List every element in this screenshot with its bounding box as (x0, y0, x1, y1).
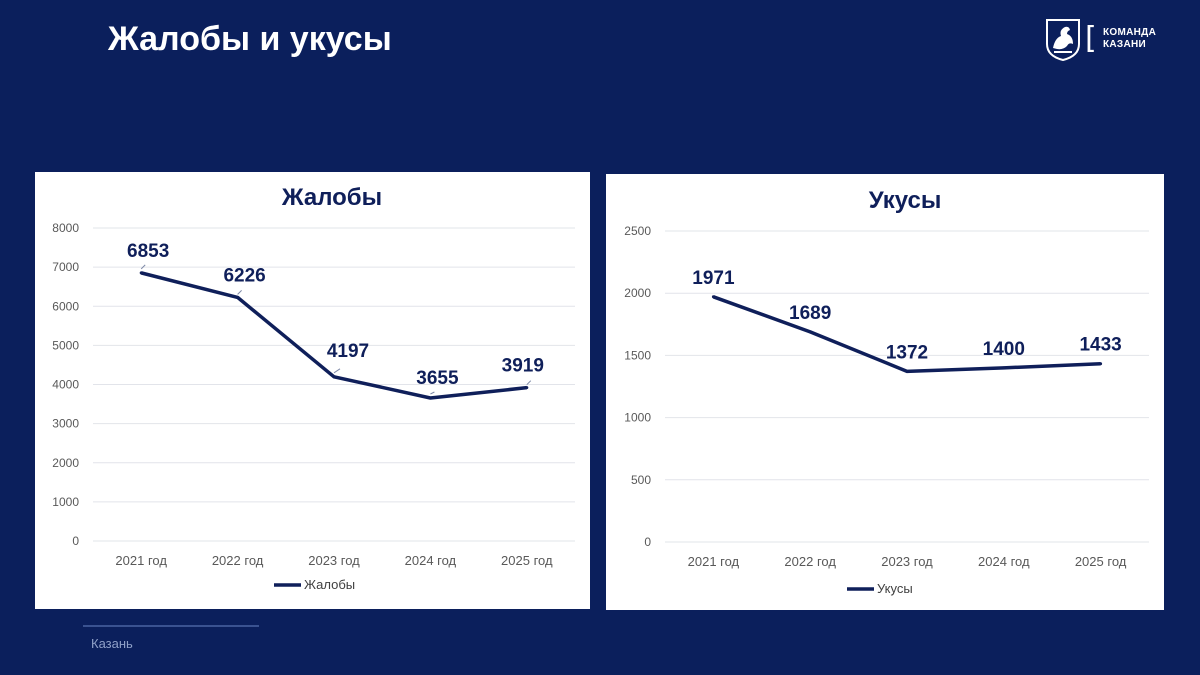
data-label: 1372 (886, 342, 928, 363)
y-tick-label: 2000 (624, 286, 651, 300)
x-tick-label: 2023 год (881, 554, 933, 569)
data-label-callout (333, 368, 341, 374)
y-tick-label: 5000 (52, 338, 79, 352)
data-label: 6226 (223, 265, 265, 286)
logo-text: КОМАНДА КАЗАНИ (1103, 27, 1156, 51)
y-tick-label: 1000 (52, 495, 79, 509)
legend-label: Укусы (877, 581, 913, 596)
x-tick-label: 2021 год (688, 554, 740, 569)
y-tick-label: 1500 (624, 348, 651, 362)
y-tick-label: 0 (72, 534, 79, 548)
page-title: Жалобы и укусы (108, 20, 392, 58)
series-line (140, 271, 527, 400)
y-tick-label: 3000 (52, 417, 79, 431)
x-tick-label: 2025 год (1075, 554, 1127, 569)
x-tick-label: 2025 год (501, 553, 553, 568)
y-tick-label: 500 (631, 473, 651, 487)
data-label: 1400 (983, 339, 1025, 360)
data-label-callout (526, 380, 532, 386)
data-point (905, 369, 909, 373)
data-label-callout (140, 264, 146, 270)
data-label-callout (430, 391, 435, 395)
y-tick-label: 0 (644, 535, 651, 549)
chart-complaints: Жалобы 0 1000 2000 3000 4000 5000 6000 7000 8000 2… (52, 184, 575, 592)
chart-bites: Укусы 0 500 1000 1500 2000 2500 2021 год 2022 го… (624, 187, 1149, 596)
logo-line-1: КОМАНДА (1103, 27, 1157, 38)
x-tick-label: 2022 год (784, 554, 836, 569)
chart-panel-complaints: Жалобы 0 1000 2000 3000 4000 5000 6000 7000 8000 2… (35, 172, 590, 609)
footer-city: Казань (91, 636, 133, 651)
data-point (808, 330, 812, 334)
chart-title: Укусы (869, 187, 942, 214)
y-tick-label: 4000 (52, 378, 79, 392)
data-label-callout (237, 290, 242, 295)
logo: [ КОМАНДА КАЗАНИ (1045, 18, 1170, 64)
legend-label: Жалобы (304, 577, 355, 592)
y-tick-label: 6000 (52, 299, 79, 313)
footer-divider (83, 625, 259, 627)
chart-panel-bites: Укусы 0 500 1000 1500 2000 2500 2021 год 2022 го… (606, 174, 1164, 610)
data-label: 1689 (789, 303, 831, 324)
x-tick-label: 2023 год (308, 553, 360, 568)
y-tick-label: 1000 (624, 411, 651, 425)
y-tick-label: 2500 (624, 224, 651, 238)
logo-line-2: КАЗАНИ (1103, 39, 1147, 50)
data-label: 1971 (692, 268, 735, 289)
data-label: 4197 (327, 341, 369, 362)
x-tick-label: 2022 год (212, 553, 264, 568)
data-point (711, 295, 715, 299)
data-point (139, 271, 143, 275)
data-label: 3655 (416, 368, 459, 389)
y-tick-label: 2000 (52, 456, 79, 470)
data-label: 1433 (1079, 335, 1121, 356)
logo-bracket-icon: [ (1085, 21, 1097, 56)
data-label: 6853 (127, 241, 169, 262)
data-point (1002, 366, 1006, 370)
x-tick-label: 2024 год (405, 553, 457, 568)
data-point (1099, 362, 1103, 366)
data-point (236, 295, 240, 299)
chart-title: Жалобы (281, 184, 382, 211)
data-point (332, 375, 336, 379)
y-tick-label: 8000 (52, 221, 79, 235)
data-label: 3919 (502, 356, 544, 377)
y-tick-label: 7000 (52, 260, 79, 274)
data-point (525, 386, 529, 390)
kazan-coat-of-arms-icon (1046, 19, 1080, 62)
data-point (428, 396, 432, 400)
x-tick-label: 2021 год (115, 553, 167, 568)
x-tick-label: 2024 год (978, 554, 1030, 569)
